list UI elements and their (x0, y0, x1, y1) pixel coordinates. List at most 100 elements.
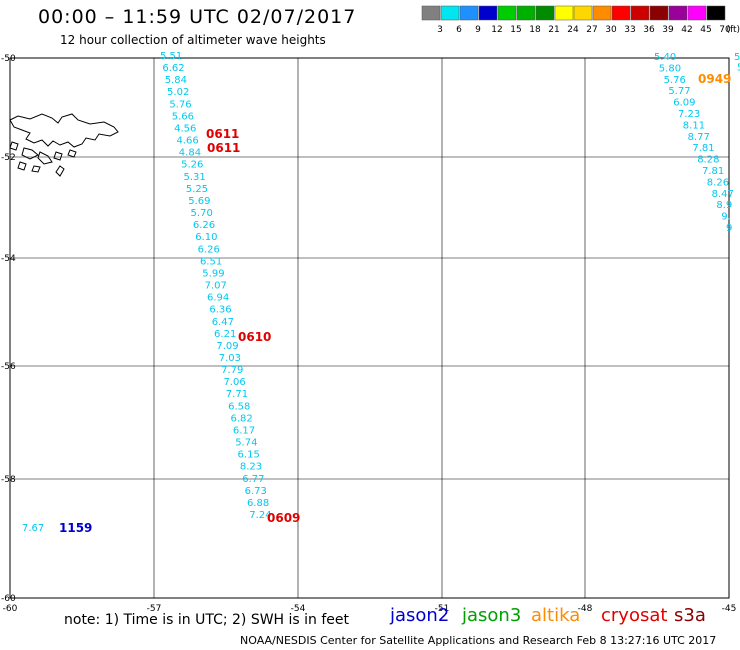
legend-label: 27 (586, 25, 597, 35)
wave-height-value: 5.99 (202, 268, 224, 279)
wave-height-value: 6.82 (231, 413, 253, 424)
legend-label: 33 (624, 25, 635, 35)
latitude-label: -56 (1, 362, 16, 372)
legend-label: 6 (456, 25, 462, 35)
map-title: 00:00 – 11:59 UTC 02/07/2017 (38, 6, 357, 28)
observation-time: 0611 (207, 141, 240, 155)
wave-height-value: 6.58 (228, 401, 250, 412)
wave-height-value: 5.74 (235, 438, 257, 449)
wave-height-value: 5.84 (165, 75, 187, 86)
wave-height-value: 7.24 (249, 510, 271, 521)
wave-height-value: 7.07 (205, 281, 227, 292)
longitude-label: -45 (722, 604, 737, 612)
wave-height-value: 6.26 (198, 244, 220, 255)
wave-height-value: 7.03 (219, 353, 241, 364)
legend-swatch (573, 5, 593, 21)
legend-swatch (459, 5, 479, 21)
wave-height-value: 6.77 (242, 474, 264, 485)
wave-height-value: 7.06 (223, 377, 245, 388)
wave-height-value: 5.51 (160, 51, 182, 62)
wave-height-value: 8.26 (707, 177, 729, 188)
legend-swatch (592, 5, 612, 21)
map-grid: -60 -57 -54 -51 -48 -45 -50 -52 -54 -56 -58 -60 (1, 54, 736, 612)
wave-height-legend: 3 6 9 12 15 18 21 24 27 30 33 36 39 42 45 70(ft) (421, 5, 740, 35)
wave-height-value: 6.10 (195, 232, 217, 243)
wave-height-value: 8.11 (683, 120, 705, 131)
wave-height-value: 5.25 (186, 184, 208, 195)
legend-swatch (516, 5, 536, 21)
legend-swatch (554, 5, 574, 21)
legend-label: 12 (491, 25, 502, 35)
wave-height-value: 9 (726, 223, 732, 234)
wave-height-value: 6.88 (247, 498, 269, 509)
legend-label: 39 (662, 25, 674, 35)
wave-height-value: 5.40 (654, 52, 676, 63)
wave-height-value: 7.23 (678, 109, 700, 120)
legend-label: 3 (437, 25, 443, 35)
wave-height-value: 8.28 (697, 155, 719, 166)
track-values: 5.516.625.845.025.765.664.564.664.845.26… (22, 51, 740, 534)
wave-height-value: 7.71 (226, 389, 248, 400)
longitude-label: -57 (147, 604, 162, 612)
longitude-label: -48 (578, 604, 593, 612)
wave-height-value: 5.88 (737, 63, 740, 74)
wave-height-value: 8.77 (688, 132, 710, 143)
wave-height-value: 5.26 (181, 160, 203, 171)
footer-credit: NOAA/NESDIS Center for Satellite Applica… (240, 634, 717, 647)
wave-height-value: 6.21 (214, 329, 236, 340)
wave-height-value: 5.80 (659, 63, 681, 74)
legend-swatch (687, 5, 707, 21)
latitude-label: -52 (1, 153, 16, 163)
wave-height-value: 6.26 (193, 220, 215, 231)
wave-height-value: 5.84 (734, 52, 740, 63)
longitude-label: -60 (3, 604, 18, 612)
footer-note: note: 1) Time is in UTC; 2) SWH is in fe… (64, 612, 350, 628)
wave-height-value: 5.77 (668, 86, 690, 97)
legend-unit: (ft) (726, 25, 740, 35)
wave-height-value: 6.09 (673, 98, 695, 109)
legend-swatch (611, 5, 631, 21)
longitude-label: -51 (435, 604, 450, 612)
legend-label: 18 (529, 25, 541, 35)
latitude-label: -50 (1, 54, 16, 64)
longitude-label: -54 (291, 604, 306, 612)
wave-height-value: 6.73 (245, 486, 267, 497)
wave-height-value: 8.23 (240, 462, 262, 473)
legend-label: 70 (719, 25, 731, 35)
wave-height-value: 7.81 (702, 166, 724, 177)
wave-height-value: 4.66 (176, 136, 198, 147)
wave-height-value: 6.51 (200, 256, 222, 267)
satellite-cryosat: cryosat (601, 605, 668, 626)
satellite-jason2: jason2 (390, 605, 450, 626)
observation-time: 1159 (59, 521, 92, 535)
wave-height-value: 6.36 (209, 305, 231, 316)
legend-swatch (421, 5, 441, 21)
legend-swatch (630, 5, 650, 21)
falkland-islands-coastline (9, 113, 119, 177)
wave-height-value: 8.47 (712, 189, 734, 200)
wave-height-value: 5.31 (184, 172, 206, 183)
wave-height-value: 7.79 (221, 365, 243, 376)
legend-swatch (497, 5, 517, 21)
legend-swatch (478, 5, 498, 21)
legend-swatch (668, 5, 688, 21)
legend-label: 24 (567, 25, 579, 35)
legend-label: 9 (475, 25, 481, 35)
satellite-altika: altika (531, 605, 581, 626)
latitude-label: -54 (1, 254, 16, 264)
wave-height-value: 6.62 (162, 63, 184, 74)
wave-height-value: 6.17 (233, 425, 255, 436)
map-subtitle: 12 hour collection of altimeter wave hei… (60, 33, 326, 47)
satellite-jason3: jason3 (462, 605, 522, 626)
wave-height-value: 5.02 (167, 87, 189, 98)
wave-height-value: 5.66 (172, 111, 194, 122)
legend-label: 42 (681, 25, 692, 35)
wave-height-value: 7.81 (692, 143, 714, 154)
wave-height-value: 4.56 (174, 123, 196, 134)
wave-height-value: 6.15 (238, 450, 260, 461)
observation-time: 0610 (238, 330, 271, 344)
observation-time: 0949 (698, 72, 731, 86)
legend-label: 36 (643, 25, 655, 35)
legend-swatch (535, 5, 555, 21)
